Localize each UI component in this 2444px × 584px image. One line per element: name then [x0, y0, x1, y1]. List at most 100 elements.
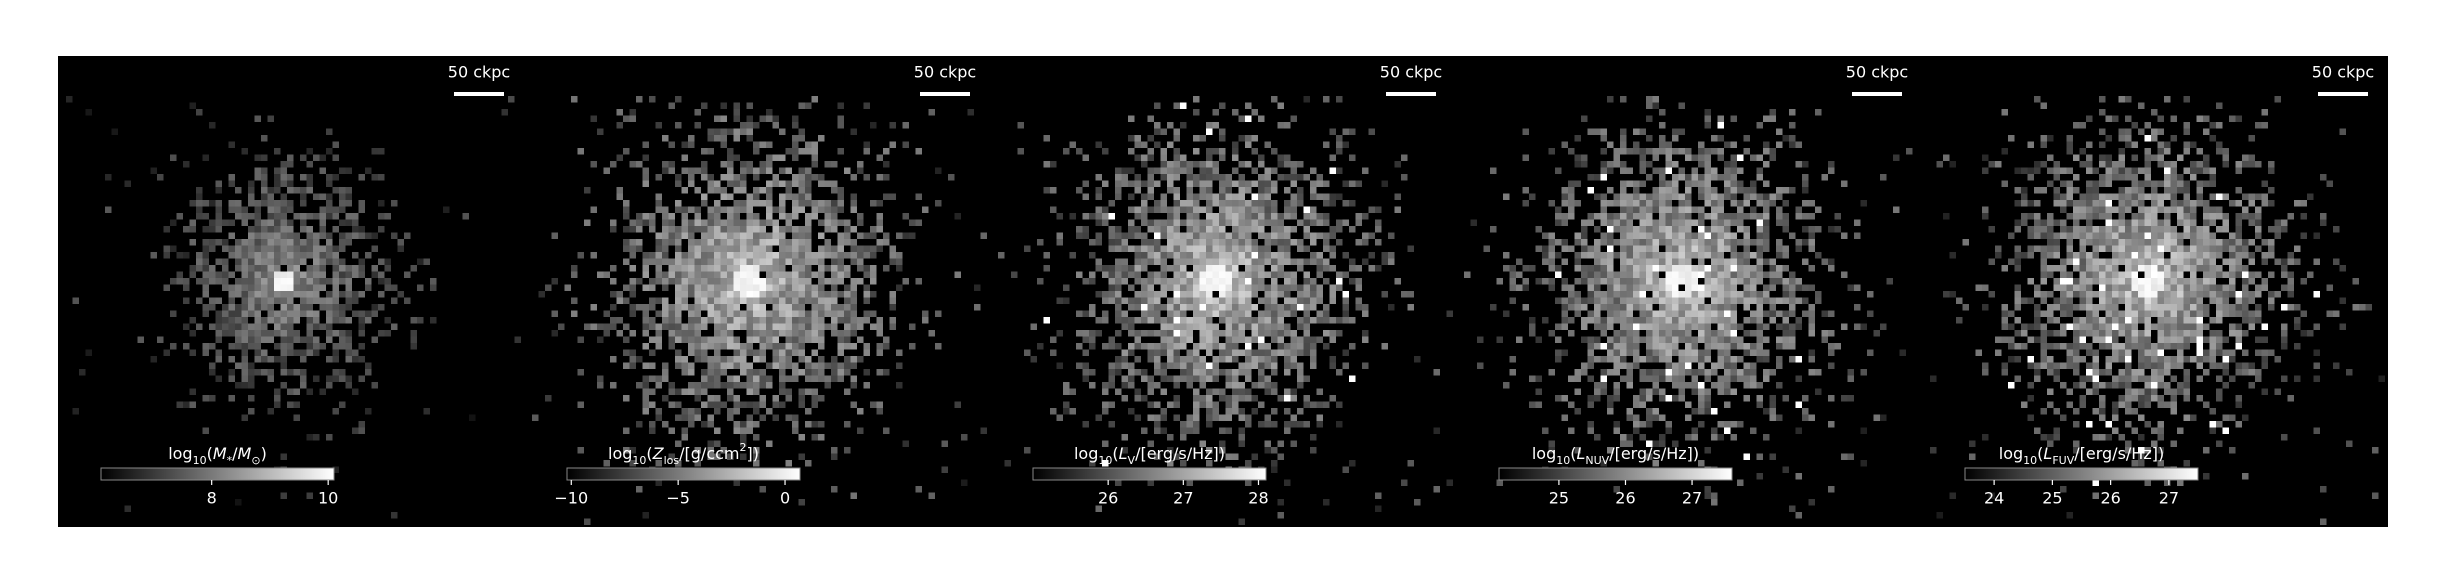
- map-pixel: [811, 154, 818, 161]
- map-pixel: [1277, 395, 1284, 402]
- map-pixel: [1258, 284, 1265, 291]
- map-pixel: [1678, 336, 1685, 343]
- map-pixel: [1238, 193, 1245, 200]
- map-pixel: [811, 317, 818, 324]
- map-pixel: [668, 102, 675, 109]
- colorbar-tick-label: −5: [666, 489, 690, 508]
- map-pixel: [746, 232, 753, 239]
- map-pixel: [798, 252, 805, 259]
- map-pixel: [759, 232, 766, 239]
- map-pixel: [1613, 388, 1620, 395]
- map-pixel: [1555, 271, 1562, 278]
- map-pixel: [740, 271, 747, 278]
- map-pixel: [1646, 317, 1653, 324]
- map-pixel: [241, 213, 248, 220]
- map-pixel: [319, 258, 326, 265]
- map-pixel: [261, 167, 268, 174]
- map-pixel: [1290, 310, 1297, 317]
- map-pixel: [798, 356, 805, 363]
- map-pixel: [1206, 362, 1213, 369]
- map-pixel: [1264, 382, 1271, 389]
- map-pixel: [274, 291, 281, 298]
- map-pixel: [1258, 232, 1265, 239]
- map-pixel: [798, 180, 805, 187]
- map-pixel: [1568, 148, 1575, 155]
- map-pixel: [1711, 252, 1718, 259]
- map-pixel: [1186, 258, 1193, 265]
- map-pixel: [1639, 226, 1646, 233]
- map-pixel: [811, 349, 818, 356]
- map-pixel: [720, 356, 727, 363]
- map-pixel: [157, 336, 164, 343]
- map-pixel: [1219, 102, 1226, 109]
- map-pixel: [1646, 115, 1653, 122]
- map-pixel: [662, 375, 669, 382]
- map-pixel: [1860, 460, 1867, 467]
- map-pixel: [1238, 206, 1245, 213]
- map-pixel: [1529, 323, 1536, 330]
- map-pixel: [837, 245, 844, 252]
- map-pixel: [1698, 382, 1705, 389]
- map-pixel: [1659, 349, 1666, 356]
- map-pixel: [727, 271, 734, 278]
- map-pixel: [1613, 304, 1620, 311]
- map-pixel: [1277, 512, 1284, 519]
- map-pixel: [675, 349, 682, 356]
- map-pixel: [202, 304, 209, 311]
- map-pixel: [2099, 180, 2106, 187]
- map-pixel: [1388, 252, 1395, 259]
- map-pixel: [1665, 375, 1672, 382]
- map-pixel: [1730, 180, 1737, 187]
- map-pixel: [371, 271, 378, 278]
- map-pixel: [889, 297, 896, 304]
- map-pixel: [896, 362, 903, 369]
- map-pixel: [1646, 356, 1653, 363]
- map-pixel: [1238, 369, 1245, 376]
- map-pixel: [727, 323, 734, 330]
- map-pixel: [1193, 421, 1200, 428]
- map-pixel: [248, 258, 255, 265]
- map-pixel: [241, 382, 248, 389]
- map-pixel: [1284, 395, 1291, 402]
- map-pixel: [694, 356, 701, 363]
- map-pixel: [319, 226, 326, 233]
- map-pixel: [1342, 362, 1349, 369]
- map-pixel: [2131, 180, 2138, 187]
- map-pixel: [1607, 239, 1614, 246]
- map-pixel: [1076, 310, 1083, 317]
- map-pixel: [688, 167, 695, 174]
- map-pixel: [1362, 330, 1369, 337]
- map-pixel: [1303, 375, 1310, 382]
- map-pixel: [805, 245, 812, 252]
- map-pixel: [1271, 148, 1278, 155]
- map-pixel: [1290, 193, 1297, 200]
- map-pixel: [1652, 167, 1659, 174]
- map-pixel: [1769, 258, 1776, 265]
- map-pixel: [1206, 447, 1213, 454]
- map-pixel: [326, 206, 333, 213]
- map-pixel: [1782, 317, 1789, 324]
- map-pixel: [410, 336, 417, 343]
- map-pixel: [235, 200, 242, 207]
- map-pixel: [1186, 187, 1193, 194]
- map-pixel: [759, 200, 766, 207]
- map-pixel: [313, 193, 320, 200]
- map-pixel: [785, 258, 792, 265]
- map-pixel: [1672, 206, 1679, 213]
- map-pixel: [623, 349, 630, 356]
- map-pixel: [1160, 200, 1167, 207]
- map-pixel: [746, 421, 753, 428]
- map-pixel: [1659, 414, 1666, 421]
- map-pixel: [1535, 401, 1542, 408]
- map-pixel: [1646, 330, 1653, 337]
- map-pixel: [1776, 356, 1783, 363]
- map-pixel: [610, 278, 617, 285]
- map-pixel: [974, 284, 981, 291]
- map-pixel: [1698, 349, 1705, 356]
- map-pixel: [792, 265, 799, 272]
- map-pixel: [642, 512, 649, 519]
- map-pixel: [1672, 330, 1679, 337]
- map-pixel: [248, 193, 255, 200]
- map-pixel: [1685, 343, 1692, 350]
- map-pixel: [1613, 349, 1620, 356]
